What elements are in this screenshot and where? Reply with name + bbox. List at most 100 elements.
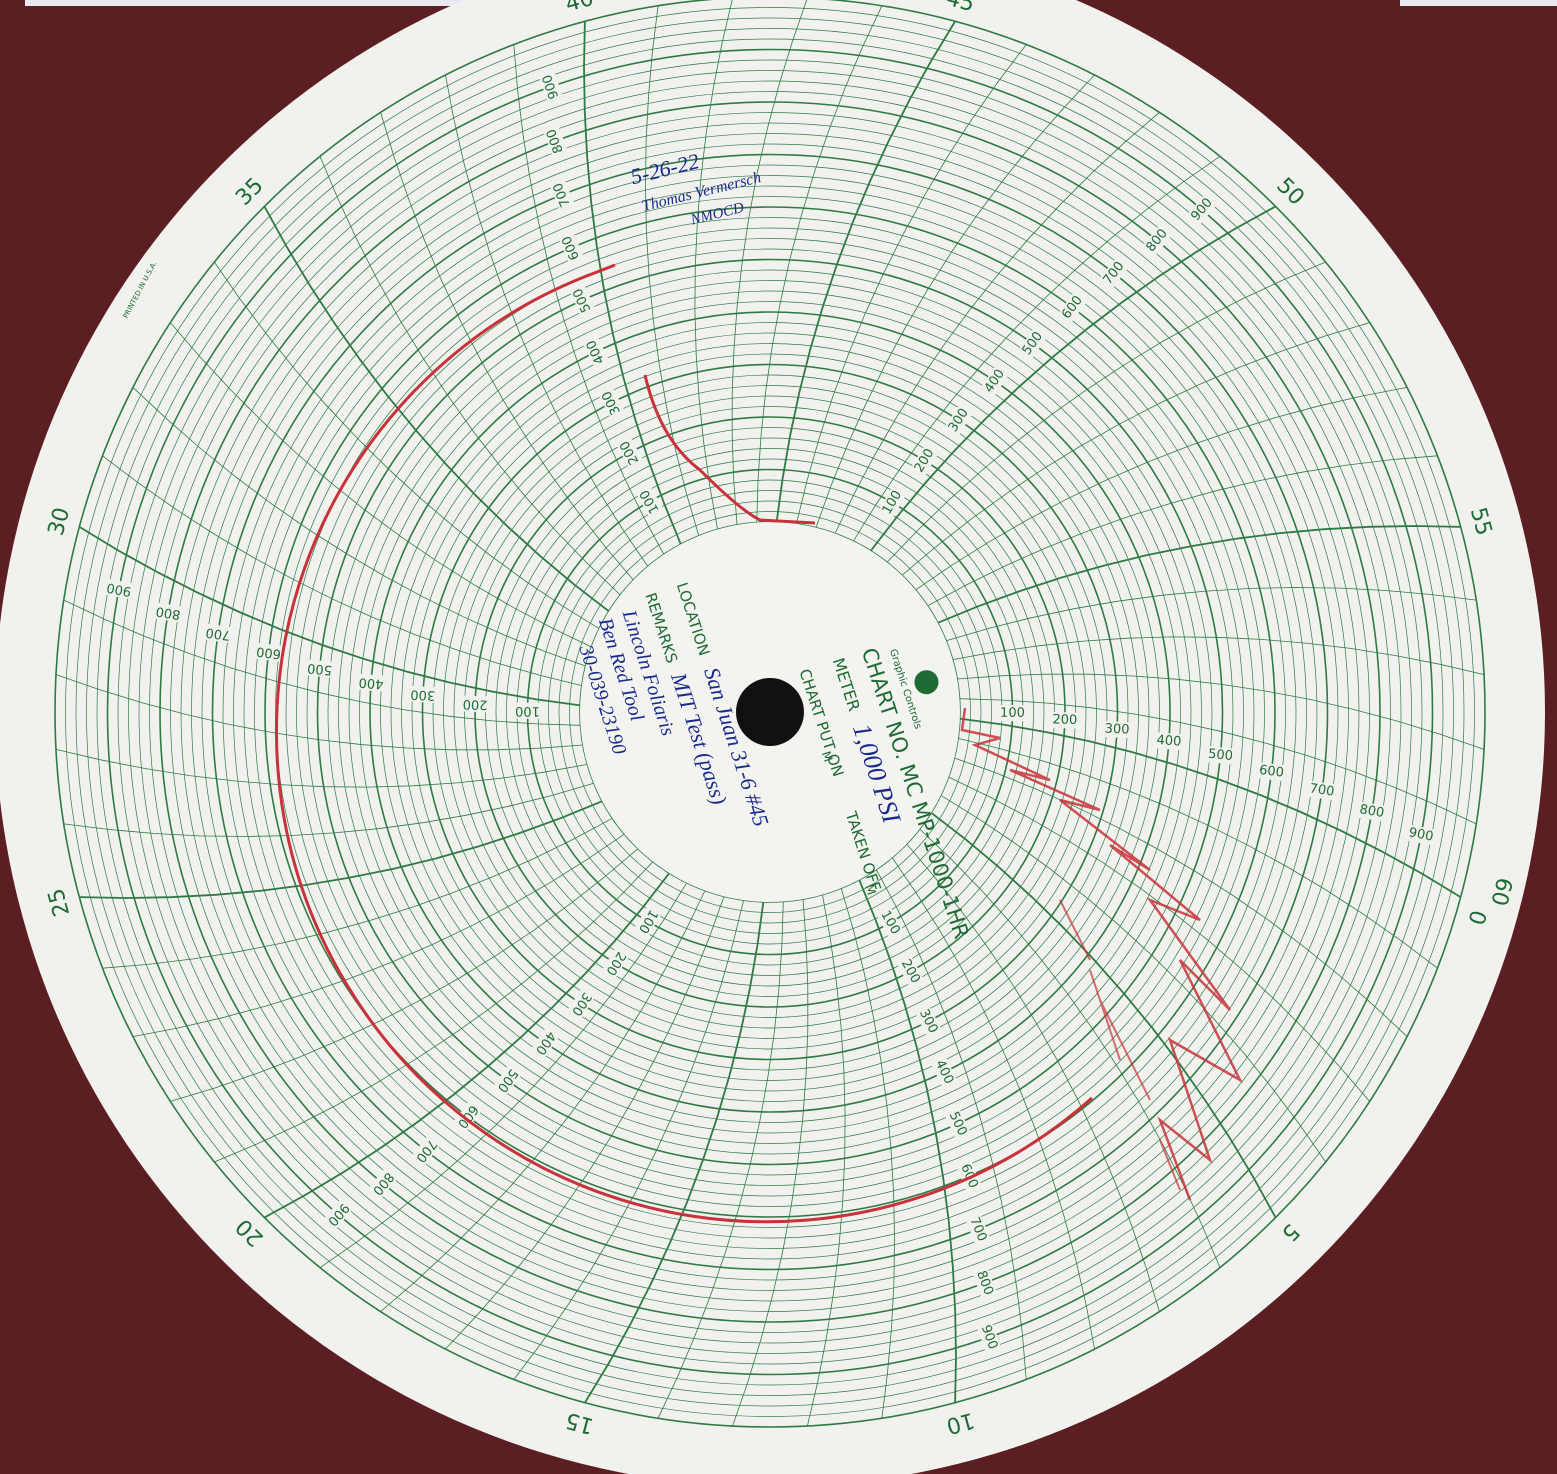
- pressure-spikes: [1059, 899, 1181, 1191]
- time-line: [213, 261, 600, 630]
- minute-label: 0: [1462, 907, 1490, 927]
- label-backing: [954, 1156, 984, 1196]
- time-line: [63, 599, 581, 726]
- label-backing: [942, 1104, 973, 1144]
- pressure-ring: [65, 7, 1475, 1417]
- time-line: [731, 0, 808, 525]
- pressure-ring: [306, 248, 1234, 1176]
- pressure-ring: [474, 416, 1066, 1008]
- label-backing: [199, 622, 238, 644]
- pressure-ring: [495, 437, 1045, 987]
- label-backing: [99, 577, 139, 601]
- center-hole: [736, 678, 804, 746]
- pressure-trace: [275, 263, 1093, 1224]
- pressure-ring: [96, 38, 1444, 1386]
- time-line: [901, 322, 1370, 576]
- pressure-ring: [264, 206, 1276, 1218]
- label-backing: [456, 695, 494, 713]
- pressure-ring: [296, 238, 1244, 1186]
- label-backing: [564, 984, 598, 1024]
- time-line: [930, 811, 1277, 1219]
- label-backing: [249, 642, 288, 663]
- pressure-ring: [411, 353, 1129, 1071]
- label-backing: [404, 685, 442, 704]
- meridian: M: [862, 883, 879, 897]
- label-backing: [149, 601, 188, 624]
- label-backing: [528, 1023, 562, 1063]
- pressure-ring: [201, 143, 1339, 1281]
- pressure-label: 600: [255, 643, 281, 661]
- label-backing: [634, 481, 666, 522]
- label-backing: [978, 361, 1012, 401]
- time-line: [796, 44, 1027, 524]
- pressure-label: 100: [515, 703, 540, 718]
- time-line: [858, 879, 957, 1403]
- time-line: [875, 869, 1027, 1380]
- pressure-ring: [180, 122, 1360, 1302]
- paper-edge: [1400, 0, 1557, 6]
- label-backing: [365, 1164, 401, 1203]
- label-backing: [912, 1001, 944, 1041]
- time-line: [915, 387, 1408, 591]
- pressure-ring: [558, 500, 982, 924]
- pressure-ring: [359, 301, 1181, 1123]
- time-line: [815, 74, 1095, 528]
- time-line: [319, 882, 688, 1269]
- pressure-ring: [211, 153, 1329, 1271]
- time-line: [927, 455, 1438, 607]
- time-line: [132, 387, 586, 667]
- time-line: [170, 322, 592, 648]
- label-backing: [450, 1097, 485, 1136]
- pressure-label: 800: [155, 603, 182, 622]
- label-backing: [942, 400, 976, 440]
- label-backing: [509, 702, 546, 719]
- time-line: [958, 738, 1438, 969]
- pressure-label: 900: [1407, 825, 1434, 844]
- time-line: [78, 526, 581, 707]
- label-backing: [352, 673, 390, 692]
- label-backing: [599, 943, 632, 983]
- label-backing: [580, 332, 611, 372]
- meridian: M: [819, 749, 836, 763]
- label-backing: [1046, 711, 1084, 729]
- pressure-ring: [149, 91, 1391, 1333]
- time-line: [584, 901, 765, 1404]
- label-backing: [300, 658, 339, 679]
- pressure-ring: [464, 406, 1076, 1018]
- label-backing: [963, 1209, 993, 1250]
- label-backing: [1055, 288, 1090, 327]
- label-backing: [876, 482, 909, 523]
- pressure-ring: [254, 196, 1286, 1228]
- time-line: [263, 205, 610, 613]
- pressure-label: 300: [1104, 721, 1130, 737]
- time-line: [657, 901, 784, 1419]
- time-line: [513, 900, 744, 1380]
- time-line: [102, 817, 613, 969]
- time-line: [380, 890, 706, 1312]
- time-line: [445, 74, 649, 567]
- pressure-ring: [421, 363, 1119, 1061]
- pen-trace: [275, 263, 1243, 1224]
- label-backing: [975, 1317, 1003, 1357]
- time-line: [732, 899, 809, 1427]
- time-line: [583, 21, 682, 545]
- time-line: [513, 44, 665, 555]
- time-line: [380, 112, 634, 581]
- label-backing: [1098, 720, 1136, 739]
- time-line: [840, 888, 895, 1419]
- pressure-ring: [285, 227, 1255, 1197]
- grid: [54, 0, 1486, 1428]
- time-line: [946, 587, 1477, 642]
- label-backing: [537, 67, 565, 107]
- time-line: [79, 800, 603, 899]
- time-line: [132, 833, 625, 1037]
- label-backing: [541, 121, 570, 161]
- time-line: [834, 112, 1160, 534]
- pressure-label: 200: [1052, 712, 1077, 728]
- time-line: [775, 20, 956, 523]
- pressure-ring: [170, 112, 1370, 1312]
- pressure-ring: [569, 511, 971, 913]
- time-line: [694, 0, 733, 530]
- pressure-ring: [390, 332, 1150, 1092]
